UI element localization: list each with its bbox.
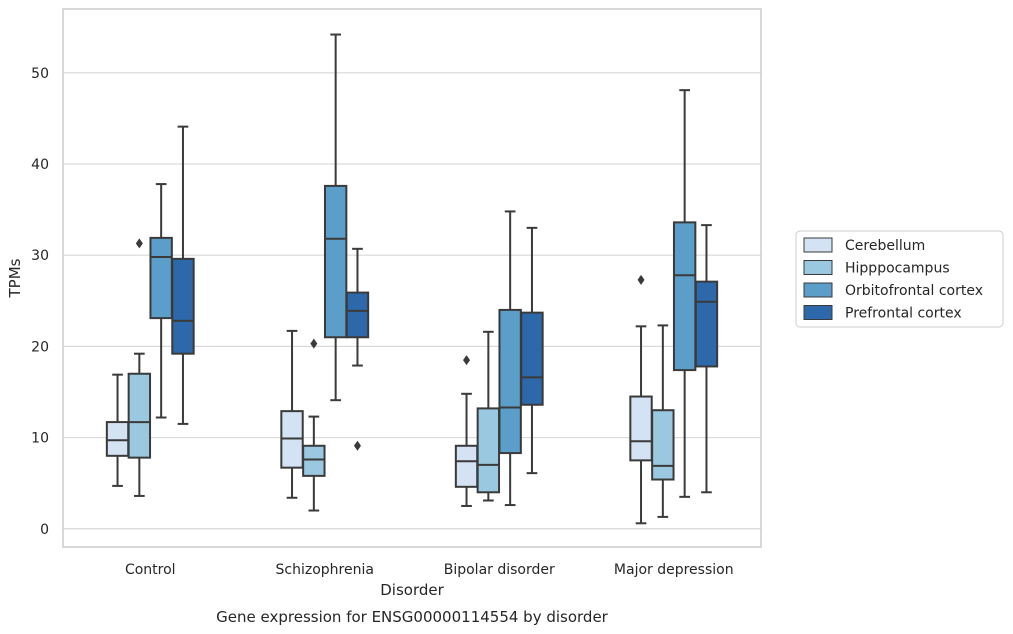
x-tick-label-2: Schizophrenia [276, 562, 374, 578]
box-3-3-iqr [498, 308, 522, 455]
box-3-4 [520, 226, 544, 475]
box-2-4 [345, 247, 370, 451]
y-axis-label: TPMs [6, 258, 24, 298]
box-4-3 [672, 89, 697, 498]
box-2-1 [280, 329, 304, 499]
box-2-4-flier-1 [353, 440, 361, 451]
x-tick-label-1: Control [125, 562, 176, 578]
legend-label-1: Cerebellum [845, 238, 925, 254]
box-2-4-iqr [345, 291, 370, 339]
plot-frame [62, 8, 762, 548]
box-4-1 [629, 274, 653, 525]
box-1-4-iqr [171, 257, 195, 355]
legend-swatch-2 [803, 260, 833, 275]
y-tick-labels: 0 10 20 30 40 50 [31, 66, 49, 538]
y-tick-label-10: 10 [31, 431, 49, 447]
legend-label-3: Orbitofrontal cortex [845, 283, 983, 299]
box-3-3 [498, 210, 522, 507]
chart-title: Gene expression for ENSG00000114554 by d… [216, 608, 609, 626]
legend-swatch-1 [803, 237, 833, 253]
box-4-3-iqr [672, 221, 697, 372]
x-tick-label-3: Bipolar disorder [444, 562, 555, 578]
box-3-2-iqr [476, 407, 501, 494]
y-tick-label-30: 30 [31, 248, 49, 264]
box-1-2-iqr [127, 372, 152, 459]
box-1-1-iqr [105, 421, 130, 457]
legend-frame [795, 230, 1004, 328]
y-tick-label-50: 50 [31, 66, 49, 82]
box-2-2-flier-1 [310, 338, 318, 349]
x-tick-labels: Control Schizophrenia Bipolar disorder Majo… [125, 562, 734, 578]
y-tick-label-20: 20 [31, 339, 49, 355]
y-tick-label-40: 40 [31, 157, 49, 173]
box-4-4-iqr [694, 280, 719, 368]
box-4-1-iqr [629, 395, 653, 462]
box-3-2 [476, 330, 501, 502]
box-1-3-iqr [149, 236, 173, 320]
box-1-4 [171, 125, 195, 425]
box-4-4 [694, 224, 719, 494]
box-groups [105, 33, 719, 525]
legend-swatch-4 [803, 305, 833, 320]
box-2-3 [323, 33, 348, 402]
legend-swatch-3 [803, 282, 833, 298]
box-4-2-iqr [651, 409, 675, 481]
box-1-1 [105, 373, 130, 487]
box-1-2 [127, 238, 152, 497]
legend-label-2: Hipppocampus [845, 261, 950, 277]
legend-label-4: Prefrontal cortex [845, 306, 962, 322]
box-4-1-flier-1 [637, 274, 645, 285]
box-3-1-iqr [454, 444, 479, 488]
box-3-1-flier-1 [463, 355, 471, 366]
box-3-4-iqr [520, 311, 544, 406]
box-1-2-flier-1 [135, 238, 143, 249]
box-2-3-iqr [323, 184, 348, 339]
box-1-3 [149, 183, 173, 419]
x-axis-label: Disorder [380, 581, 444, 599]
legend: Cerebellum Hipppocampus Orbitofrontal cort… [795, 230, 1004, 328]
x-tick-label-4: Major depression [614, 562, 734, 578]
box-4-2 [651, 324, 675, 518]
box-2-2 [302, 338, 326, 512]
box-2-2-iqr [302, 444, 326, 477]
y-tick-label-0: 0 [40, 522, 49, 538]
